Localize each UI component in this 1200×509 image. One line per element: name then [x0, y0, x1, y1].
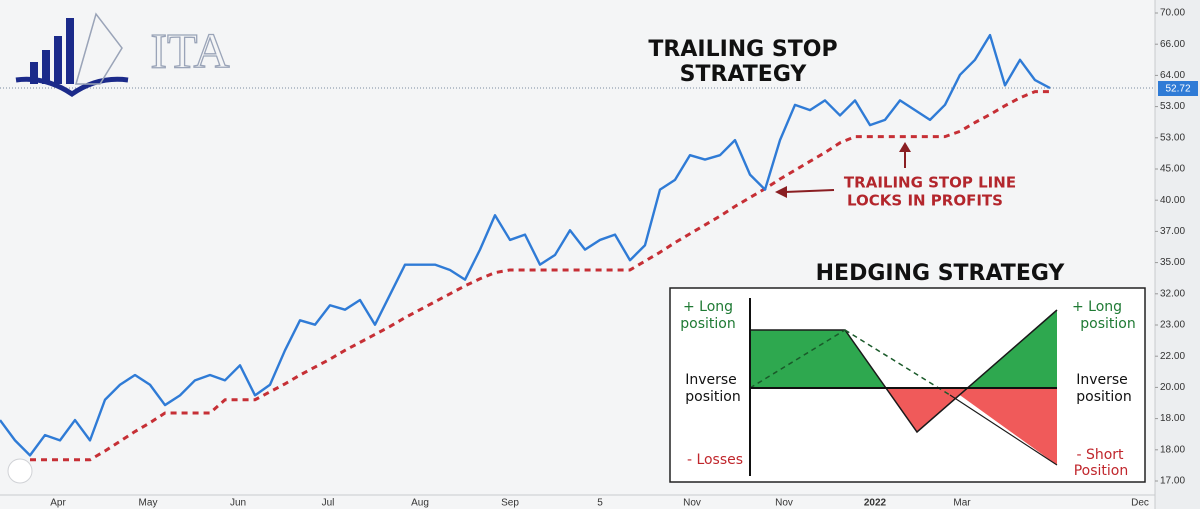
- chart-title: STRATEGY: [680, 62, 808, 87]
- inset-label: - Short: [1076, 447, 1124, 463]
- x-tick-label: Jul: [322, 498, 335, 509]
- x-tick-label: Nov: [683, 498, 701, 509]
- x-tick-label: Mar: [953, 498, 971, 509]
- x-tick-label: 5: [597, 498, 603, 509]
- y-tick-label: 17.00: [1160, 476, 1185, 487]
- inset: [669, 287, 1146, 483]
- y-tick-label: 64.00: [1160, 70, 1185, 81]
- y-tick-label: 37.00: [1160, 226, 1185, 237]
- y-tick-label: 53.00: [1160, 132, 1185, 143]
- chart-title: TRAILING STOP: [648, 37, 837, 62]
- annotation: LOCKS IN PROFITS: [847, 192, 1003, 210]
- y-tick-label: 45.00: [1160, 164, 1185, 175]
- x-tick-label: Aug: [411, 498, 429, 509]
- inset-title: HEDGING STRATEGY: [816, 261, 1066, 286]
- y-tick-label: 23.00: [1160, 320, 1185, 331]
- last-price-label: 52.72: [1165, 84, 1190, 95]
- inset-label: position: [1080, 316, 1135, 332]
- inset-label: + Long: [683, 299, 733, 315]
- tv-badge: [7, 458, 33, 484]
- y-tick-label: 32.00: [1160, 288, 1185, 299]
- y-tick-label: 70.00: [1160, 8, 1185, 19]
- inset-label: Inverse: [1076, 372, 1128, 388]
- y-tick-label: 18.00: [1160, 444, 1185, 455]
- y-tick-label: 40.00: [1160, 195, 1185, 206]
- inset-label: position: [685, 389, 740, 405]
- logo-text: ITA: [150, 22, 229, 78]
- x-tick-label: 2022: [864, 498, 887, 509]
- x-tick-label: Dec: [1131, 498, 1149, 509]
- y-tick-label: 53.00: [1160, 101, 1185, 112]
- inset-label: Position: [1074, 463, 1129, 479]
- trailing-stop-line: [30, 90, 1050, 462]
- inset-label: position: [1076, 389, 1131, 405]
- annotation-arrows: [775, 142, 911, 198]
- x-tick-label: May: [139, 498, 158, 509]
- x-tick-label: Apr: [50, 498, 66, 509]
- last-price-marker: [1158, 81, 1198, 96]
- y-tick-label: 22.00: [1160, 351, 1185, 362]
- y-tick-label: 35.00: [1160, 257, 1185, 268]
- y-tick-label: 20.00: [1160, 382, 1185, 393]
- y-tick-label: 66.00: [1160, 39, 1185, 50]
- logo: ITA: [15, 12, 230, 98]
- inset-label: + Long: [1072, 299, 1122, 315]
- inset-label: position: [680, 316, 735, 332]
- inset-label: Inverse: [685, 372, 737, 388]
- x-tick-label: Nov: [775, 498, 793, 509]
- price-line: [0, 33, 1051, 457]
- x-tick-label: Jun: [230, 498, 246, 509]
- y-tick-label: 18.00: [1160, 413, 1185, 424]
- x-tick-label: Sep: [501, 498, 519, 509]
- annotation: TRAILING STOP LINE: [844, 174, 1016, 192]
- series-layer: [0, 33, 1051, 462]
- inset-label: - Losses: [687, 452, 743, 468]
